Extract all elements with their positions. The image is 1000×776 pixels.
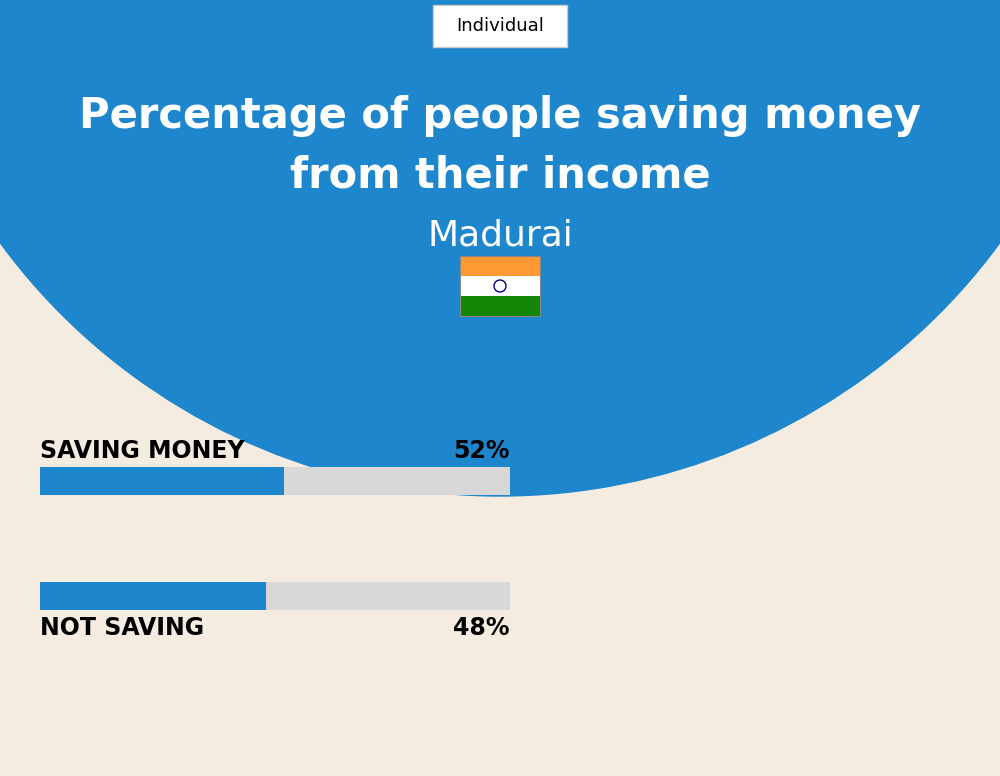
Bar <box>40 582 510 610</box>
Bar <box>460 276 540 296</box>
Bar <box>460 256 540 316</box>
Text: Madurai: Madurai <box>427 219 573 253</box>
Bar <box>40 467 284 495</box>
Text: Percentage of people saving money: Percentage of people saving money <box>79 95 921 137</box>
FancyBboxPatch shape <box>433 5 567 47</box>
Bar <box>460 296 540 316</box>
Text: Individual: Individual <box>456 17 544 35</box>
Text: 52%: 52% <box>454 439 510 463</box>
Circle shape <box>0 0 1000 496</box>
Text: 48%: 48% <box>454 616 510 640</box>
Text: from their income: from their income <box>290 155 710 197</box>
Bar <box>460 256 540 276</box>
Bar <box>40 467 510 495</box>
Text: NOT SAVING: NOT SAVING <box>40 616 204 640</box>
Text: SAVING MONEY: SAVING MONEY <box>40 439 245 463</box>
Bar <box>40 582 266 610</box>
